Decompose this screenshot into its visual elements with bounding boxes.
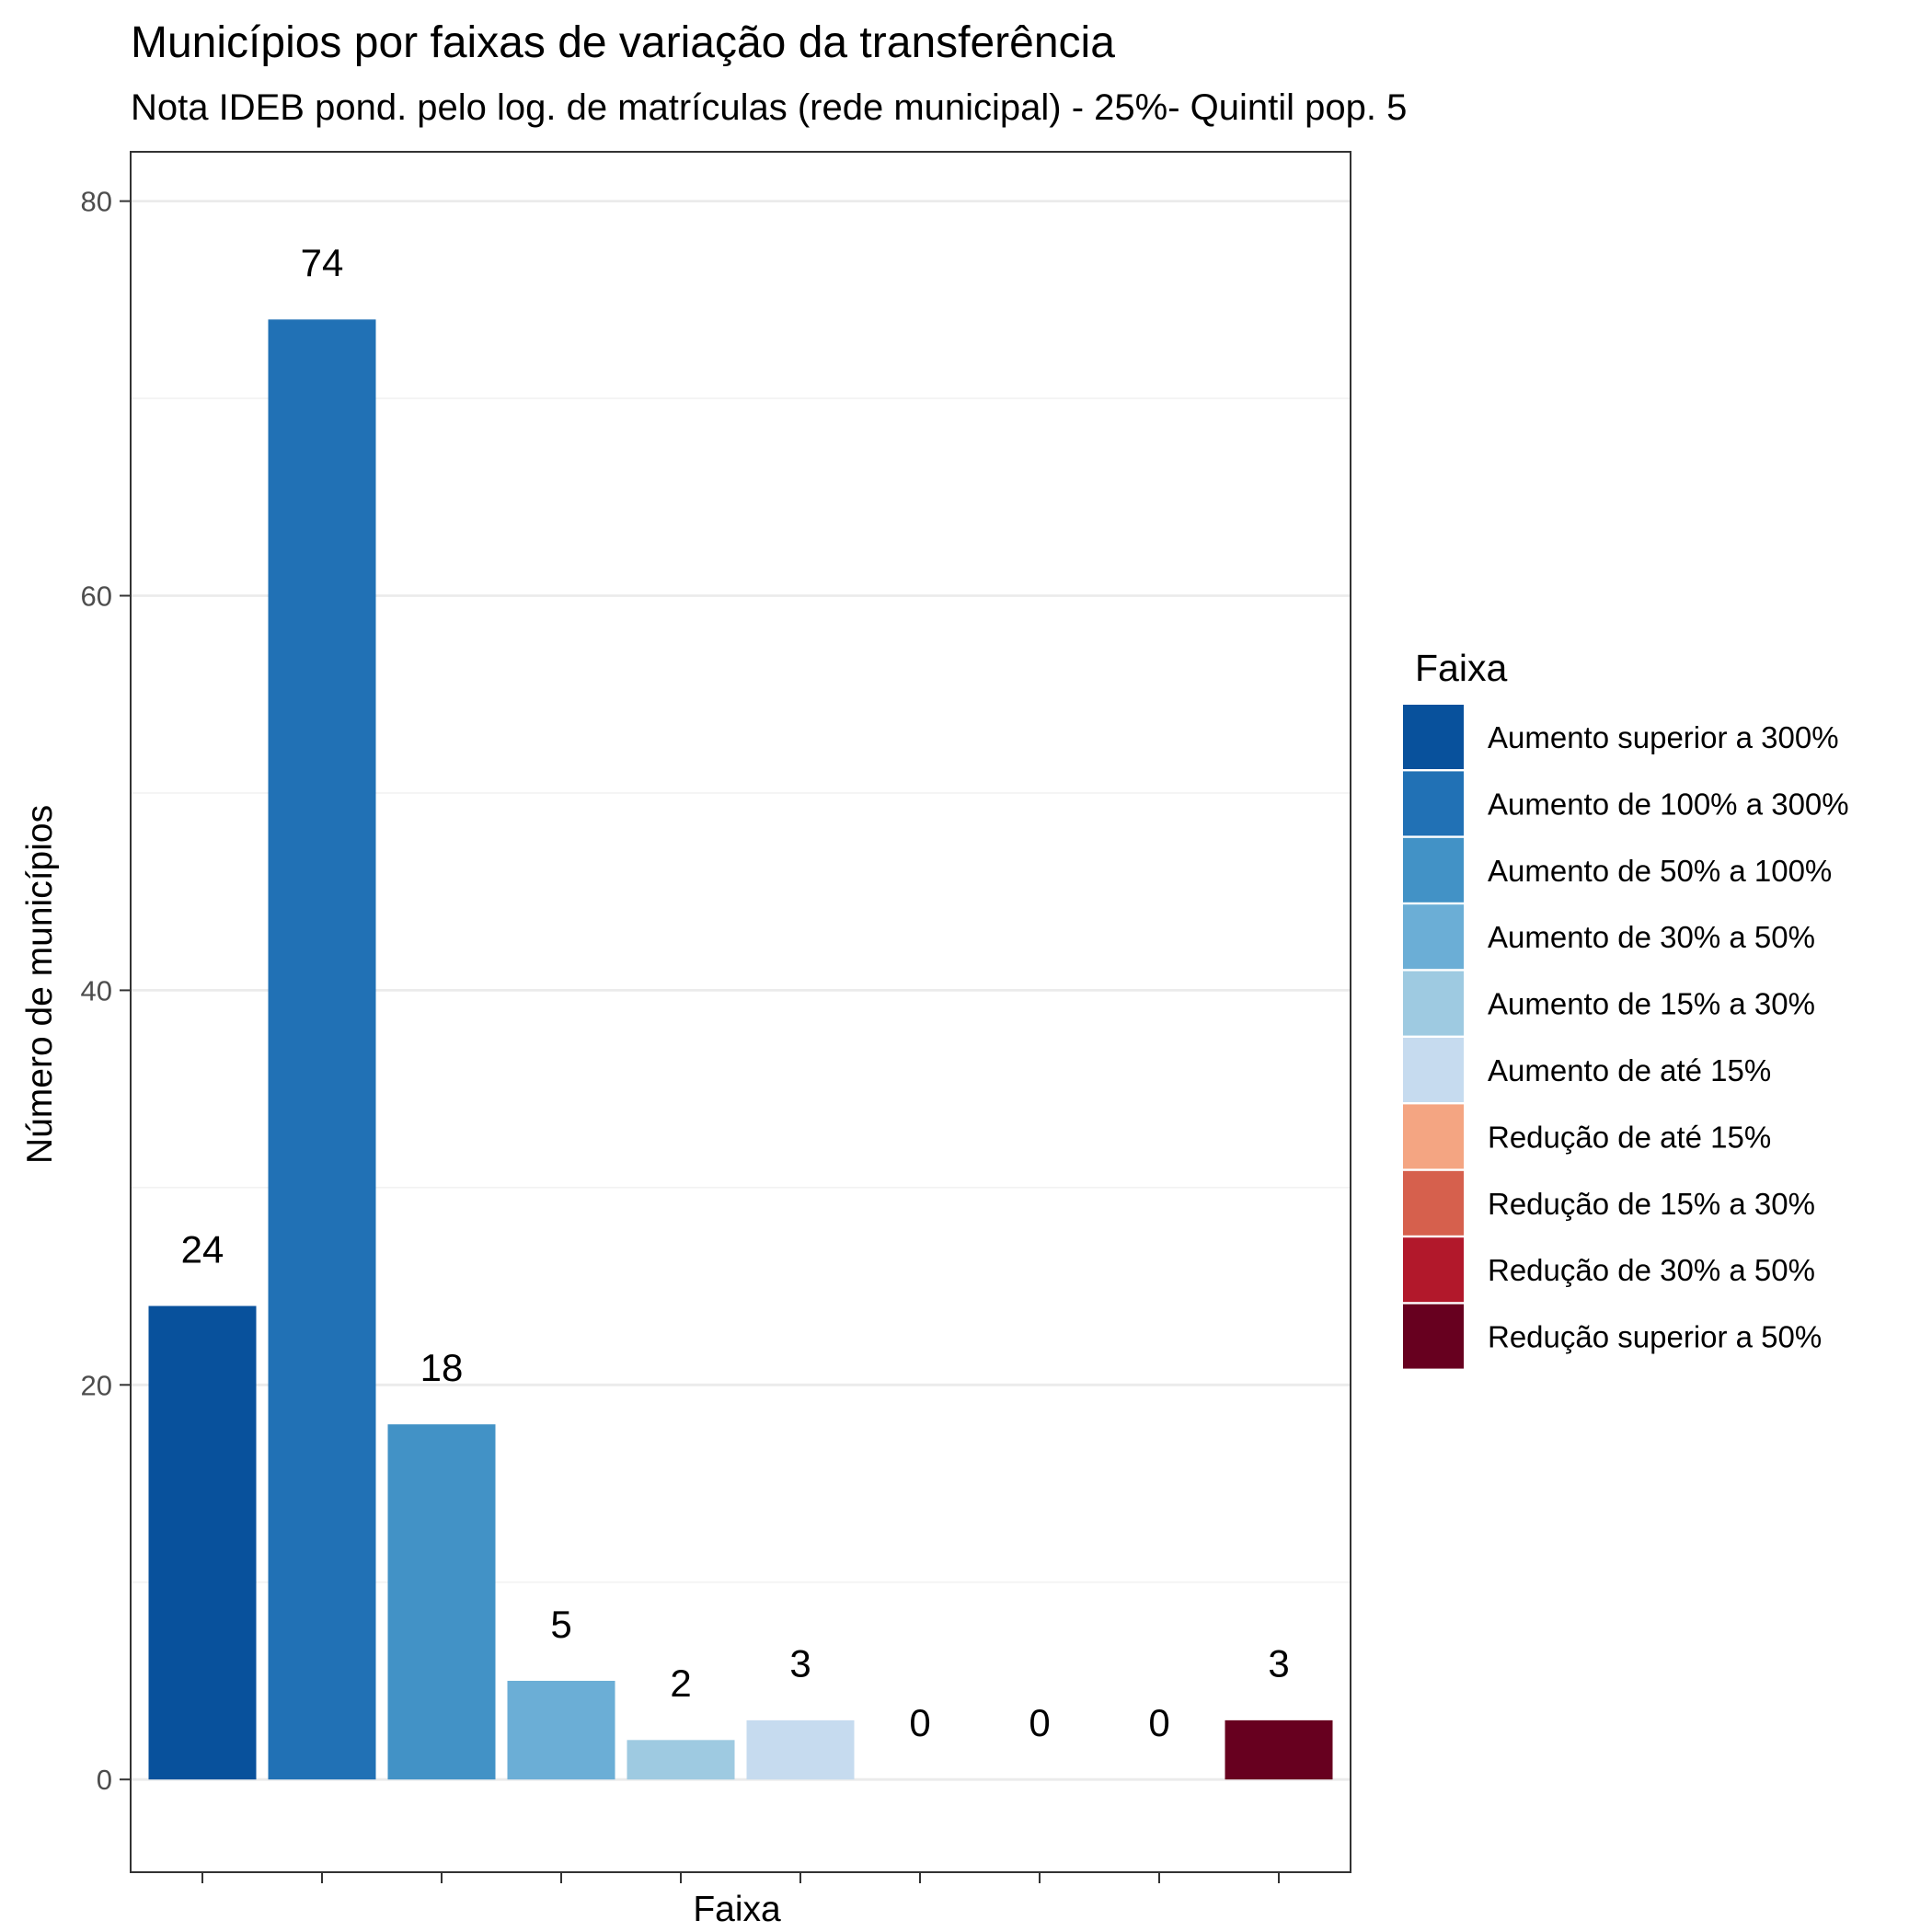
data-label: 0 xyxy=(909,1701,930,1744)
bar xyxy=(507,1680,615,1780)
legend-key xyxy=(1403,771,1464,836)
bar xyxy=(1225,1719,1333,1780)
data-label: 24 xyxy=(181,1227,224,1271)
data-label: 0 xyxy=(1029,1701,1050,1744)
legend-key xyxy=(1403,1237,1464,1303)
x-axis xyxy=(130,151,1351,1883)
data-label: 3 xyxy=(1268,1642,1289,1685)
data-label: 74 xyxy=(301,241,344,284)
legend-key xyxy=(1403,971,1464,1036)
data-label: 5 xyxy=(550,1603,571,1646)
legend-label: Redução de 30% a 50% xyxy=(1488,1253,1815,1287)
plot-border xyxy=(130,151,1351,1873)
bar xyxy=(268,319,376,1780)
data-label: 18 xyxy=(420,1346,464,1389)
y-tick-label: 60 xyxy=(81,581,112,613)
legend-label: Aumento de até 15% xyxy=(1488,1053,1771,1087)
bar xyxy=(627,1740,735,1780)
legend-key xyxy=(1403,1038,1464,1102)
y-axis-title: Número de municípios xyxy=(20,805,60,1164)
data-label: 3 xyxy=(789,1642,811,1685)
legend-key xyxy=(1403,705,1464,769)
y-tick-label: 40 xyxy=(81,974,112,1006)
bars xyxy=(148,319,1333,1780)
y-tick-label: 80 xyxy=(81,186,112,218)
chart-subtitle: Nota IDEB pond. pelo log. de matrículas … xyxy=(131,87,1407,128)
legend-key xyxy=(1403,1304,1464,1369)
legend-title: Faixa xyxy=(1415,647,1507,689)
legend-label: Redução superior a 50% xyxy=(1488,1320,1822,1354)
bar xyxy=(387,1424,496,1780)
legend-label: Aumento de 15% a 30% xyxy=(1488,987,1815,1021)
data-label: 2 xyxy=(670,1662,691,1705)
data-label: 0 xyxy=(1148,1701,1169,1744)
y-axis: 0 20 40 60 80 xyxy=(81,186,131,1796)
y-tick-label: 20 xyxy=(81,1369,112,1401)
legend: Faixa Aumento superior a 300% Aumento de … xyxy=(1403,647,1849,1369)
bar xyxy=(746,1719,855,1780)
legend-label: Aumento de 100% a 300% xyxy=(1488,787,1849,821)
legend-label: Redução de até 15% xyxy=(1488,1120,1771,1154)
y-tick-label: 0 xyxy=(97,1764,112,1796)
legend-key xyxy=(1403,1170,1464,1236)
legend-key xyxy=(1403,837,1464,903)
legend-key xyxy=(1403,904,1464,970)
legend-label: Aumento superior a 300% xyxy=(1488,720,1839,754)
legend-label: Redução de 15% a 30% xyxy=(1488,1187,1815,1221)
x-axis-title: Faixa xyxy=(693,1890,781,1929)
legend-label: Aumento de 50% a 100% xyxy=(1488,854,1832,888)
bar xyxy=(148,1305,257,1780)
legend-label: Aumento de 30% a 50% xyxy=(1488,920,1815,954)
data-labels: 24 74 18 5 2 3 0 0 0 3 xyxy=(181,241,1290,1744)
chart-title: Municípios por faixas de variação da tra… xyxy=(131,18,1115,67)
legend-key xyxy=(1403,1104,1464,1169)
